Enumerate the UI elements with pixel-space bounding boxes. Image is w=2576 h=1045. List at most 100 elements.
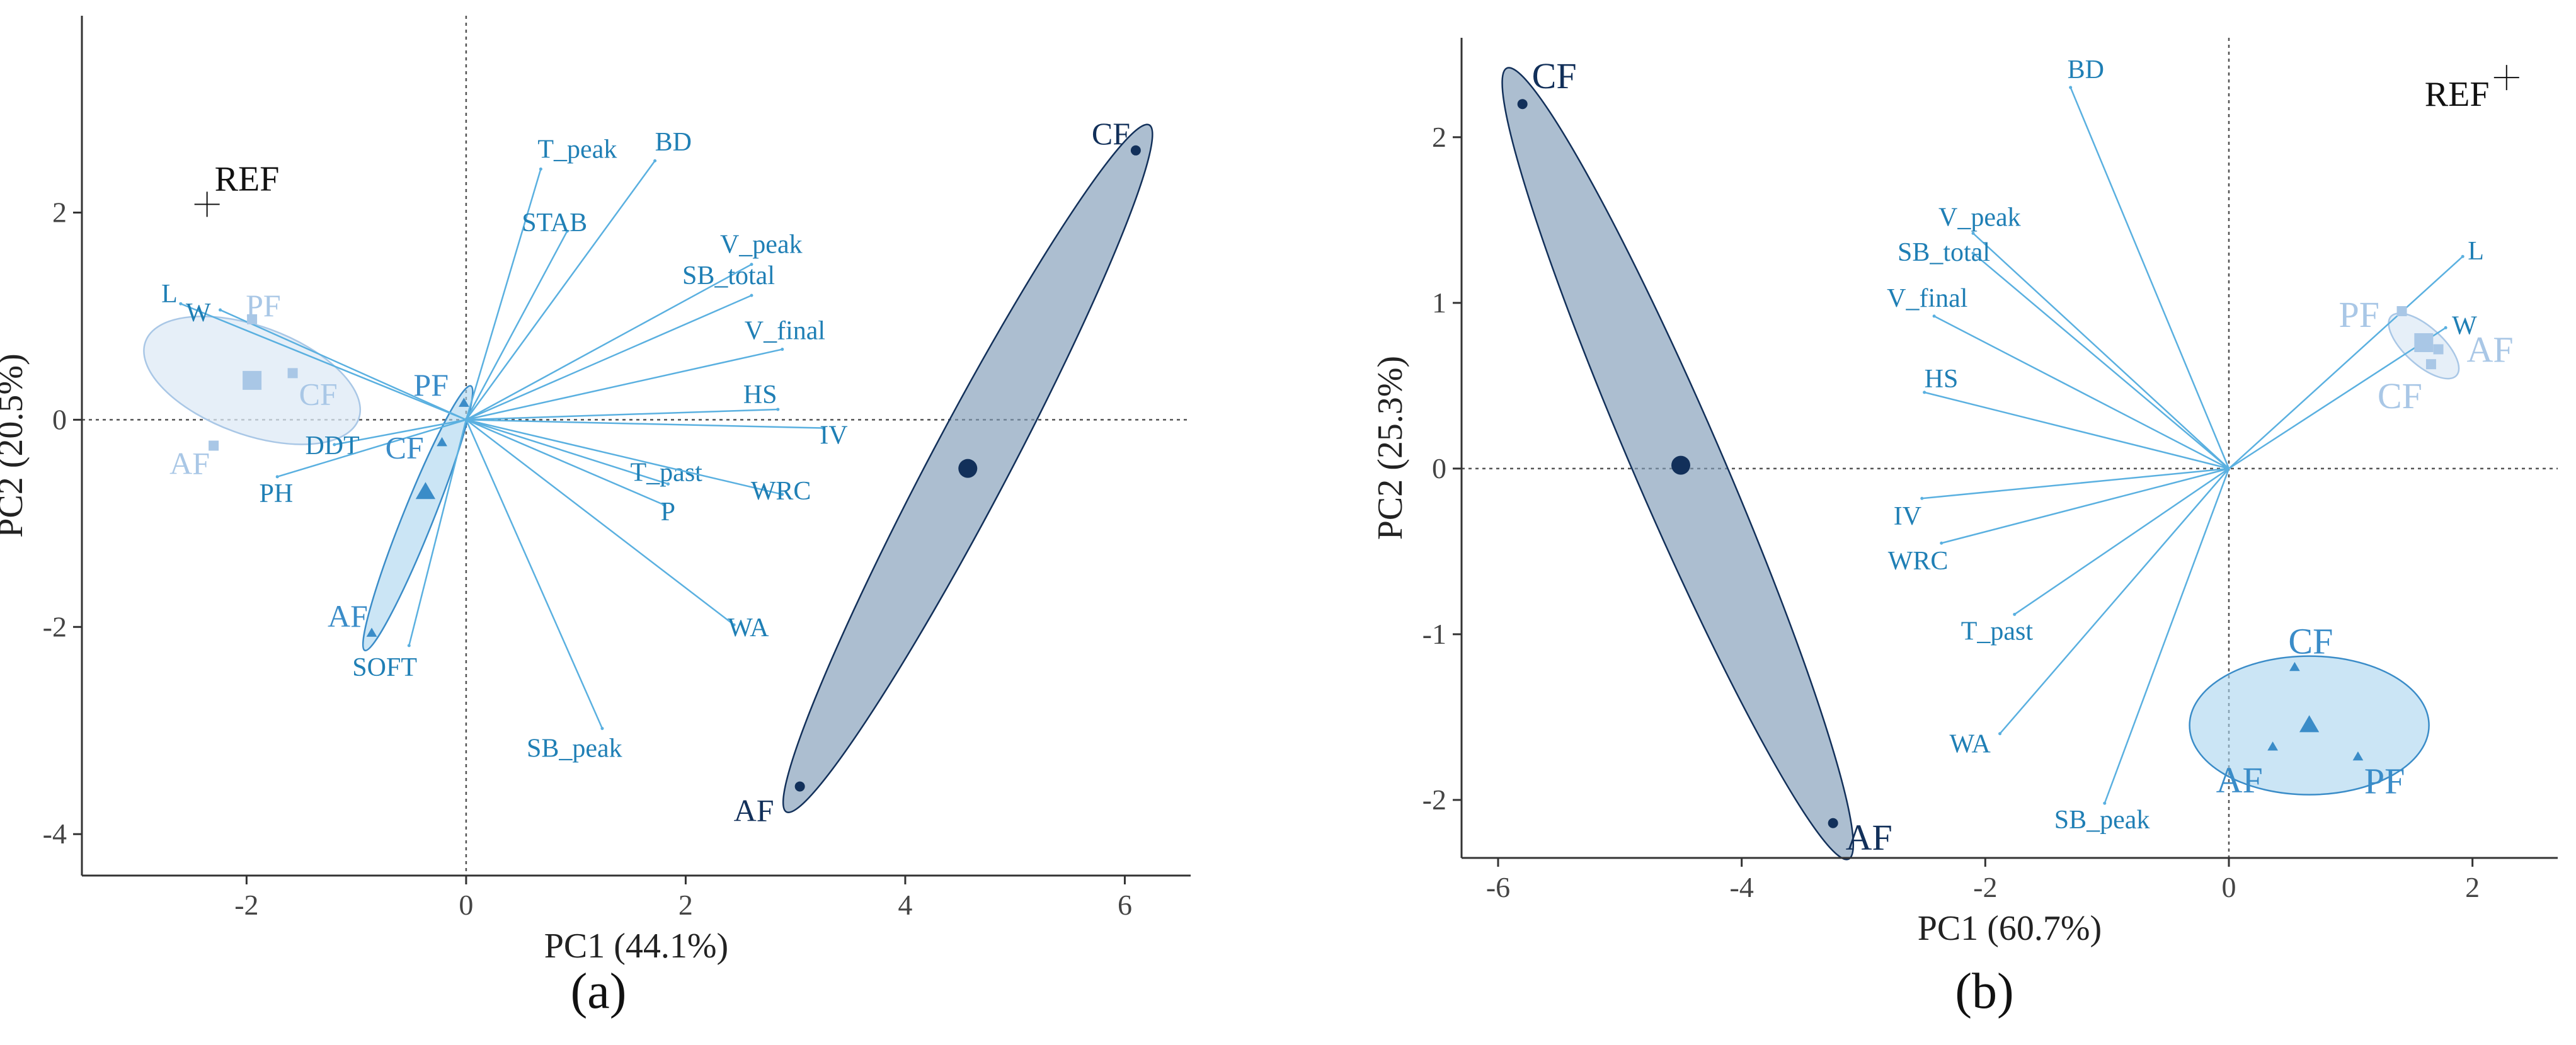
loading-vector-wrc xyxy=(1941,467,2230,544)
variable-label-bd: BD xyxy=(2068,55,2104,84)
loading-vector-p xyxy=(466,419,665,506)
group-centroid-light xyxy=(2414,333,2434,352)
sample-label-mid-cf: CF xyxy=(386,430,424,465)
sample-point-light-af xyxy=(209,440,219,451)
loading-vector-v_peak xyxy=(466,263,752,421)
variable-label-v_peak: V_peak xyxy=(720,231,803,260)
loading-vector-tip-v_peak xyxy=(1971,231,1975,235)
variable-label-wa: WA xyxy=(728,614,769,642)
sample-label-mid-pf: PF xyxy=(2364,761,2405,802)
loading-vector-iv xyxy=(1921,467,2230,500)
variable-label-sb_peak: SB_peak xyxy=(527,734,622,763)
loading-vector-iv xyxy=(466,419,823,429)
variable-label-sb_total: SB_total xyxy=(1898,238,1990,267)
sample-point-light-pf xyxy=(247,314,258,324)
variable-label-t_peak: T_peak xyxy=(537,135,617,164)
variable-label-sb_peak: SB_peak xyxy=(2054,806,2150,835)
loading-vector-v_final xyxy=(466,348,783,421)
loading-vector-tip-t_peak xyxy=(539,167,542,171)
loading-vector-stab xyxy=(465,231,568,420)
loading-vector-ph xyxy=(277,419,467,478)
sample-label-mid-cf: CF xyxy=(2288,621,2333,662)
y-tick-label-a: -4 xyxy=(43,818,67,850)
y-tick-label-b: 1 xyxy=(1432,287,1446,319)
variable-label-l: L xyxy=(2468,237,2484,266)
loading-vector-tip-t_past xyxy=(667,482,670,486)
loading-vector-wa xyxy=(466,419,735,626)
sample-label-mid-af: AF xyxy=(328,598,368,634)
variable-label-ph: PH xyxy=(259,479,293,508)
loading-vector-l xyxy=(2228,256,2464,469)
y-tick-label-b: -2 xyxy=(1423,784,1446,816)
variable-label-bd: BD xyxy=(655,128,692,157)
loading-vector-tip-sb_peak xyxy=(2103,801,2107,805)
loading-vector-tip-soft xyxy=(407,644,411,648)
y-tick-label-a: -2 xyxy=(43,610,67,642)
variable-label-w: W xyxy=(2452,311,2477,340)
loading-vector-tip-v_peak xyxy=(750,263,753,266)
loading-vector-sb_total xyxy=(1972,252,2230,469)
variable-label-v_peak: V_peak xyxy=(1938,203,2021,232)
x-tick-label-a: 2 xyxy=(678,889,693,921)
y-tick-label-a: 2 xyxy=(52,196,67,228)
loading-vector-w xyxy=(220,309,467,421)
loading-vector-tip-w xyxy=(2444,326,2447,329)
panel-label-a: (a) xyxy=(571,964,627,1019)
ref-label-a: REF xyxy=(215,159,280,198)
sample-label-dark-cf: CF xyxy=(1092,116,1130,151)
sample-label-light-pf: PF xyxy=(246,288,281,323)
sample-point-dark-af xyxy=(794,781,805,792)
sample-point-light-cf xyxy=(2425,359,2436,370)
group-centroid-light xyxy=(243,370,262,390)
loading-vector-wrc xyxy=(466,419,783,496)
x-tick-label-a: -2 xyxy=(234,889,258,921)
sample-point-mid-af xyxy=(2267,741,2278,751)
loading-vector-tip-wrc xyxy=(1940,541,1943,545)
loading-vector-tip-ph xyxy=(275,475,279,479)
sample-point-light-af xyxy=(2433,344,2444,355)
variable-label-wa: WA xyxy=(1950,730,1991,759)
sample-point-light-pf xyxy=(2396,306,2407,316)
loading-vector-tip-bd xyxy=(2069,86,2073,89)
sample-label-dark-af: AF xyxy=(734,793,774,828)
loading-vector-sb_peak xyxy=(2104,468,2230,804)
loading-vector-tip-wrc xyxy=(781,493,784,496)
sample-label-light-pf: PF xyxy=(2339,294,2380,335)
loading-vector-tip-sb_total xyxy=(750,294,753,297)
x-tick-label-b: 2 xyxy=(2465,871,2480,903)
x-tick-label-a: 6 xyxy=(1118,889,1132,921)
panel-label-b: (b) xyxy=(1955,964,2013,1019)
group-centroid-mid xyxy=(2299,715,2320,733)
sample-label-light-cf: CF xyxy=(299,376,338,411)
y-tick-label-b: 2 xyxy=(1432,121,1446,153)
sample-label-light-cf: CF xyxy=(2378,375,2422,416)
y-tick-label-a: 0 xyxy=(52,403,67,435)
y-tick-label-b: -1 xyxy=(1423,618,1446,650)
variable-label-p: P xyxy=(661,498,675,527)
loading-vector-l xyxy=(180,303,467,421)
variable-label-wrc: WRC xyxy=(751,477,811,506)
variable-label-iv: IV xyxy=(820,421,847,450)
group-centroid-dark xyxy=(1671,455,1690,475)
loading-vector-ddt xyxy=(334,419,467,446)
confidence-ellipse-mid-a xyxy=(362,385,474,651)
loading-vector-soft xyxy=(408,420,467,646)
x-tick-label-a: 4 xyxy=(898,889,912,921)
x-axis-title-a: PC1 (44.1%) xyxy=(544,927,728,966)
loading-vector-tip-v_final xyxy=(1932,314,1936,318)
x-tick-label-b: -4 xyxy=(1730,871,1754,903)
variable-label-v_final: V_final xyxy=(1887,284,1967,313)
loading-vector-sb_total xyxy=(466,294,752,421)
sample-point-dark-cf xyxy=(1517,99,1528,110)
variable-label-wrc: WRC xyxy=(1888,547,1949,576)
panel-b-biplot: BD V_peak SB_total V_final HS IV WRC T_past WA SB… xyxy=(1371,38,2558,948)
loading-vector-t_peak xyxy=(465,169,542,420)
x-tick-label-b: -6 xyxy=(1486,871,1510,903)
sample-label-light-af: AF xyxy=(169,446,210,481)
sample-point-mid-pf xyxy=(459,397,469,407)
loading-vector-tip-iv xyxy=(821,426,825,430)
sample-point-mid-af xyxy=(366,627,377,637)
sample-label-mid-pf: PF xyxy=(413,367,449,403)
loading-vector-tip-p xyxy=(662,503,666,506)
loading-vector-tip-iv xyxy=(1920,496,1924,500)
